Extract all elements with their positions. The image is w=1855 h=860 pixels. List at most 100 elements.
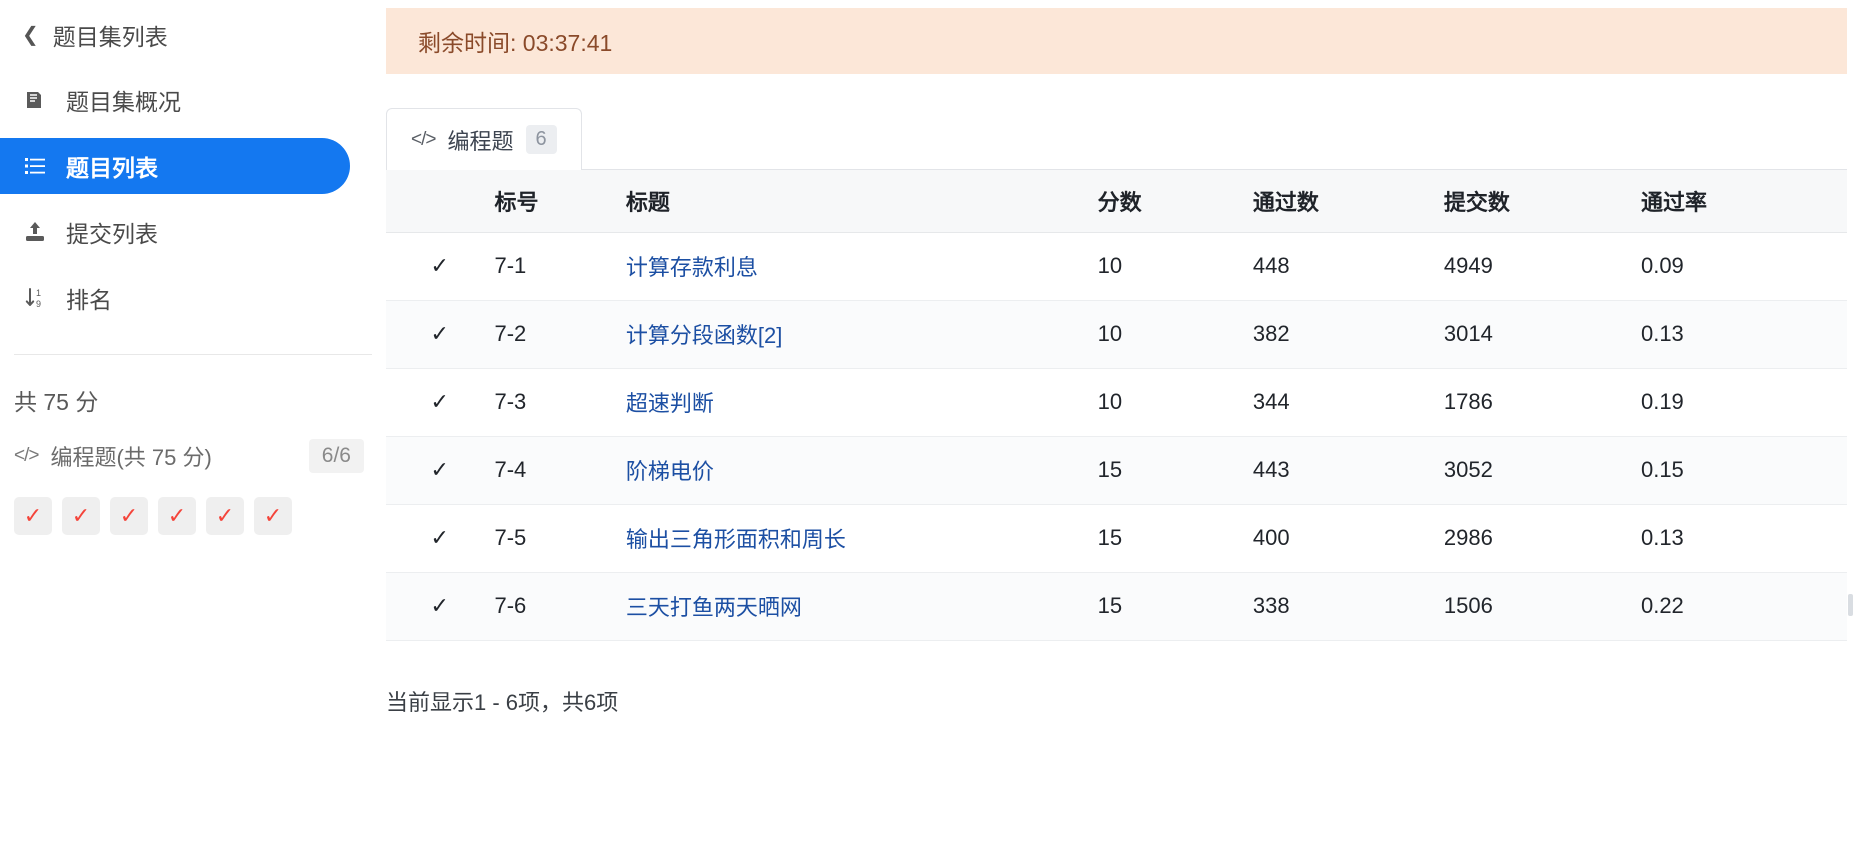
column-header-passed: 通过数 — [1251, 170, 1443, 233]
code-icon: </> — [411, 128, 437, 150]
row-submitted: 4949 — [1442, 232, 1640, 301]
tab-programming-problems[interactable]: </> 编程题 6 — [386, 108, 582, 170]
row-rate: 0.22 — [1639, 572, 1855, 641]
sidebar-item-problem-list[interactable]: 题目列表 — [0, 138, 350, 194]
problem-title-link[interactable]: 三天打鱼两天晒网 — [625, 595, 802, 620]
score-section-left: </> 编程题(共 75 分) — [14, 440, 212, 472]
status-cell[interactable]: ✓ — [206, 497, 244, 535]
row-score: 10 — [1096, 368, 1252, 437]
list-icon — [22, 153, 48, 179]
sidebar: ❮ 题目集列表 题目集概况 题目列表 — [0, 0, 386, 860]
row-passed: 344 — [1251, 368, 1443, 437]
row-submitted: 1786 — [1442, 368, 1640, 437]
row-submitted: 1506 — [1442, 572, 1640, 641]
table-row[interactable]: ✓ 7-3 超速判断 10 344 1786 0.19 — [386, 368, 1855, 437]
problem-title-link[interactable]: 阶梯电价 — [625, 459, 714, 484]
table-row[interactable]: ✓ 7-1 计算存款利息 10 448 4949 0.09 — [386, 232, 1855, 301]
table-head: 标号 标题 分数 通过数 提交数 通过率 — [386, 170, 1855, 233]
table-row[interactable]: ✓ 7-6 三天打鱼两天晒网 15 338 1506 0.22 — [386, 572, 1855, 641]
row-number: 7-2 — [493, 300, 625, 369]
status-cell[interactable]: ✓ — [62, 497, 100, 535]
column-header-rate: 通过率 — [1639, 170, 1855, 233]
tab-filler — [581, 108, 1855, 170]
sidebar-item-label: 题目集概况 — [66, 89, 181, 115]
status-cell[interactable]: ✓ — [14, 497, 52, 535]
sidebar-item-label: 排名 — [66, 287, 112, 313]
row-rate: 0.15 — [1639, 436, 1855, 505]
sidebar-item-submissions[interactable]: 提交列表 — [0, 204, 350, 260]
sidebar-item-overview[interactable]: 题目集概况 — [0, 72, 350, 128]
problem-title-link[interactable]: 输出三角形面积和周长 — [625, 527, 846, 552]
row-passed: 382 — [1251, 300, 1443, 369]
row-submitted: 3052 — [1442, 436, 1640, 505]
row-status-check-icon: ✓ — [386, 504, 494, 573]
sidebar-item-label: 提交列表 — [66, 221, 158, 247]
row-status-check-icon: ✓ — [386, 368, 494, 437]
problem-status-grid: ✓ ✓ ✓ ✓ ✓ ✓ — [0, 473, 386, 535]
column-header-submitted: 提交数 — [1442, 170, 1640, 233]
score-section-row: </> 编程题(共 75 分) 6/6 — [0, 417, 386, 473]
status-cell[interactable]: ✓ — [110, 497, 148, 535]
table-body: ✓ 7-1 计算存款利息 10 448 4949 0.09 ✓ 7-2 计算分段… — [386, 232, 1855, 641]
pagination-summary: 当前显示1 - 6项，共6项 — [386, 689, 619, 715]
column-header-title: 标题 — [624, 170, 1097, 233]
column-header-score: 分数 — [1096, 170, 1252, 233]
row-status-check-icon: ✓ — [386, 572, 494, 641]
table-row[interactable]: ✓ 7-2 计算分段函数[2] 10 382 3014 0.13 — [386, 300, 1855, 369]
right-edge-sliver — [1847, 0, 1855, 860]
problem-title-link[interactable]: 计算存款利息 — [625, 255, 758, 280]
row-number: 7-3 — [493, 368, 625, 437]
row-status-check-icon: ✓ — [386, 300, 494, 369]
score-progress-badge: 6/6 — [308, 439, 364, 473]
row-submitted: 3014 — [1442, 300, 1640, 369]
row-status-check-icon: ✓ — [386, 436, 494, 505]
table-row[interactable]: ✓ 7-5 输出三角形面积和周长 15 400 2986 0.13 — [386, 504, 1855, 573]
column-header-number: 标号 — [493, 170, 625, 233]
row-number: 7-1 — [493, 232, 625, 301]
total-score-label: 共 75 分 — [14, 389, 99, 415]
sort-numeric-icon: 1 9 — [22, 285, 48, 311]
chevron-left-icon: ❮ — [22, 24, 39, 46]
tab-label: 编程题 — [447, 128, 514, 154]
row-passed: 400 — [1251, 504, 1443, 573]
table-row[interactable]: ✓ 7-4 阶梯电价 15 443 3052 0.15 — [386, 436, 1855, 505]
column-header-status — [386, 170, 494, 233]
scrollbar-thumb[interactable] — [1848, 594, 1853, 616]
row-score: 10 — [1096, 300, 1252, 369]
sidebar-divider — [14, 354, 372, 355]
row-number: 7-5 — [493, 504, 625, 573]
row-submitted: 2986 — [1442, 504, 1640, 573]
row-passed: 443 — [1251, 436, 1443, 505]
row-score: 15 — [1096, 504, 1252, 573]
main-content: 剩余时间: 03:37:41 </> 编程题 6 标号 标题 分数 通过数 提交… — [386, 0, 1855, 860]
tab-bar: </> 编程题 6 — [386, 108, 1855, 170]
row-passed: 338 — [1251, 572, 1443, 641]
svg-text:9: 9 — [36, 299, 41, 309]
tab-count-badge: 6 — [525, 125, 557, 154]
sidebar-item-ranking[interactable]: 1 9 排名 — [0, 270, 350, 326]
table-header-row: 标号 标题 分数 通过数 提交数 通过率 — [386, 170, 1855, 233]
row-rate: 0.13 — [1639, 504, 1855, 573]
row-rate: 0.13 — [1639, 300, 1855, 369]
row-score: 15 — [1096, 572, 1252, 641]
problem-title-link[interactable]: 计算分段函数[2] — [625, 323, 783, 348]
row-number: 7-6 — [493, 572, 625, 641]
row-status-check-icon: ✓ — [386, 232, 494, 301]
status-cell[interactable]: ✓ — [158, 497, 196, 535]
back-to-problem-sets[interactable]: ❮ 题目集列表 — [0, 14, 386, 56]
problem-table: 标号 标题 分数 通过数 提交数 通过率 ✓ 7-1 计算存款利息 10 448… — [386, 170, 1855, 641]
row-rate: 0.19 — [1639, 368, 1855, 437]
row-score: 15 — [1096, 436, 1252, 505]
sidebar-item-label: 题目列表 — [66, 155, 158, 181]
back-label: 题目集列表 — [52, 24, 168, 50]
score-section-label: 编程题(共 75 分) — [50, 445, 212, 470]
code-icon: </> — [14, 445, 40, 466]
upload-icon — [22, 219, 48, 245]
row-number: 7-4 — [493, 436, 625, 505]
remaining-time-banner: 剩余时间: 03:37:41 — [386, 8, 1855, 74]
remaining-time-label: 剩余时间: 03:37:41 — [418, 30, 613, 56]
problem-title-link[interactable]: 超速判断 — [625, 391, 714, 416]
status-cell[interactable]: ✓ — [254, 497, 292, 535]
row-passed: 448 — [1251, 232, 1443, 301]
